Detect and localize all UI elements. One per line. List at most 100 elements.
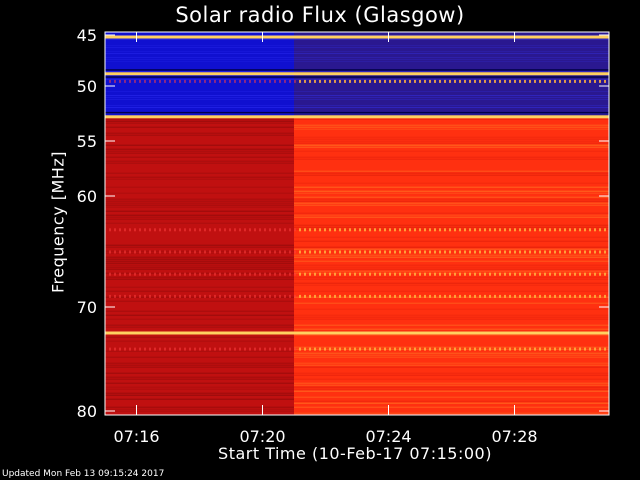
rfi-mark [354, 294, 356, 298]
rfi-mark [219, 294, 221, 298]
texture-streak [105, 300, 294, 302]
rfi-mark [539, 347, 541, 351]
rfi-mark [279, 347, 281, 351]
rfi-mark [564, 347, 566, 351]
bright-line [105, 35, 609, 39]
rfi-mark [484, 272, 486, 276]
rfi-mark [149, 272, 151, 276]
rfi-mark [114, 347, 116, 351]
texture-streak [105, 210, 294, 212]
y-tick-label: 60 [77, 187, 97, 206]
texture-streak [105, 156, 294, 158]
rfi-mark [189, 294, 191, 298]
rfi-mark [199, 228, 201, 232]
rfi-mark [379, 250, 381, 254]
rfi-mark [534, 294, 536, 298]
rfi-mark [599, 79, 601, 83]
rfi-mark [529, 250, 531, 254]
rfi-mark [359, 250, 361, 254]
texture-streak [105, 134, 294, 136]
rfi-mark [244, 294, 246, 298]
y-tick-label: 55 [77, 132, 97, 151]
rfi-mark [544, 272, 546, 276]
texture-streak [105, 410, 294, 412]
rfi-mark [194, 347, 196, 351]
texture-streak [105, 144, 294, 146]
rfi-mark [219, 228, 221, 232]
rfi-mark [324, 250, 326, 254]
rfi-mark [499, 228, 501, 232]
rfi-mark [119, 347, 121, 351]
rfi-mark [459, 347, 461, 351]
rfi-mark [234, 228, 236, 232]
texture-streak [105, 97, 609, 98]
rfi-mark [429, 347, 431, 351]
texture-streak [105, 53, 609, 54]
rfi-mark [564, 228, 566, 232]
texture-streak [105, 268, 294, 270]
rfi-mark [479, 272, 481, 276]
rfi-mark [244, 250, 246, 254]
rfi-mark [524, 250, 526, 254]
rfi-mark [474, 347, 476, 351]
rfi-mark [159, 347, 161, 351]
rfi-mark [324, 272, 326, 276]
rfi-mark [549, 272, 551, 276]
texture-streak [105, 340, 294, 342]
rfi-mark [559, 228, 561, 232]
rfi-mark [169, 347, 171, 351]
rfi-mark [544, 294, 546, 298]
rfi-mark [474, 250, 476, 254]
rfi-mark [224, 79, 226, 83]
rfi-mark [394, 272, 396, 276]
texture-streak [294, 386, 609, 388]
rfi-mark [469, 79, 471, 83]
rfi-mark [349, 347, 351, 351]
rfi-mark [409, 228, 411, 232]
texture-streak [294, 126, 609, 128]
rfi-mark [524, 272, 526, 276]
texture-streak [294, 318, 609, 320]
rfi-mark [199, 294, 201, 298]
rfi-mark [519, 347, 521, 351]
rfi-mark [244, 79, 246, 83]
texture-streak [294, 406, 609, 408]
rfi-mark [539, 250, 541, 254]
rfi-mark [604, 79, 606, 83]
rfi-mark [359, 228, 361, 232]
rfi-mark [459, 272, 461, 276]
rfi-mark [279, 294, 281, 298]
rfi-mark [274, 347, 276, 351]
rfi-mark [209, 250, 211, 254]
rfi-mark [349, 228, 351, 232]
rfi-mark [514, 272, 516, 276]
rfi-mark [289, 294, 291, 298]
rfi-mark [519, 228, 521, 232]
rfi-mark [559, 79, 561, 83]
rfi-mark [329, 228, 331, 232]
texture-streak [105, 222, 294, 224]
rfi-mark [124, 347, 126, 351]
rfi-mark [424, 272, 426, 276]
texture-streak [105, 364, 294, 366]
rfi-mark [314, 250, 316, 254]
texture-streak [105, 204, 294, 206]
rfi-mark [444, 79, 446, 83]
rfi-mark [294, 347, 296, 351]
rfi-mark [464, 294, 466, 298]
rfi-mark [354, 347, 356, 351]
rfi-mark [519, 79, 521, 83]
rfi-mark [474, 79, 476, 83]
rfi-mark [589, 294, 591, 298]
rfi-mark [544, 228, 546, 232]
texture-streak [105, 61, 609, 62]
rfi-mark [264, 272, 266, 276]
rfi-mark [414, 228, 416, 232]
y-tick-label: 70 [77, 298, 97, 317]
rfi-mark [284, 272, 286, 276]
texture-streak [105, 394, 294, 396]
rfi-mark [249, 228, 251, 232]
rfi-mark [189, 228, 191, 232]
rfi-mark [499, 347, 501, 351]
rfi-mark [404, 294, 406, 298]
